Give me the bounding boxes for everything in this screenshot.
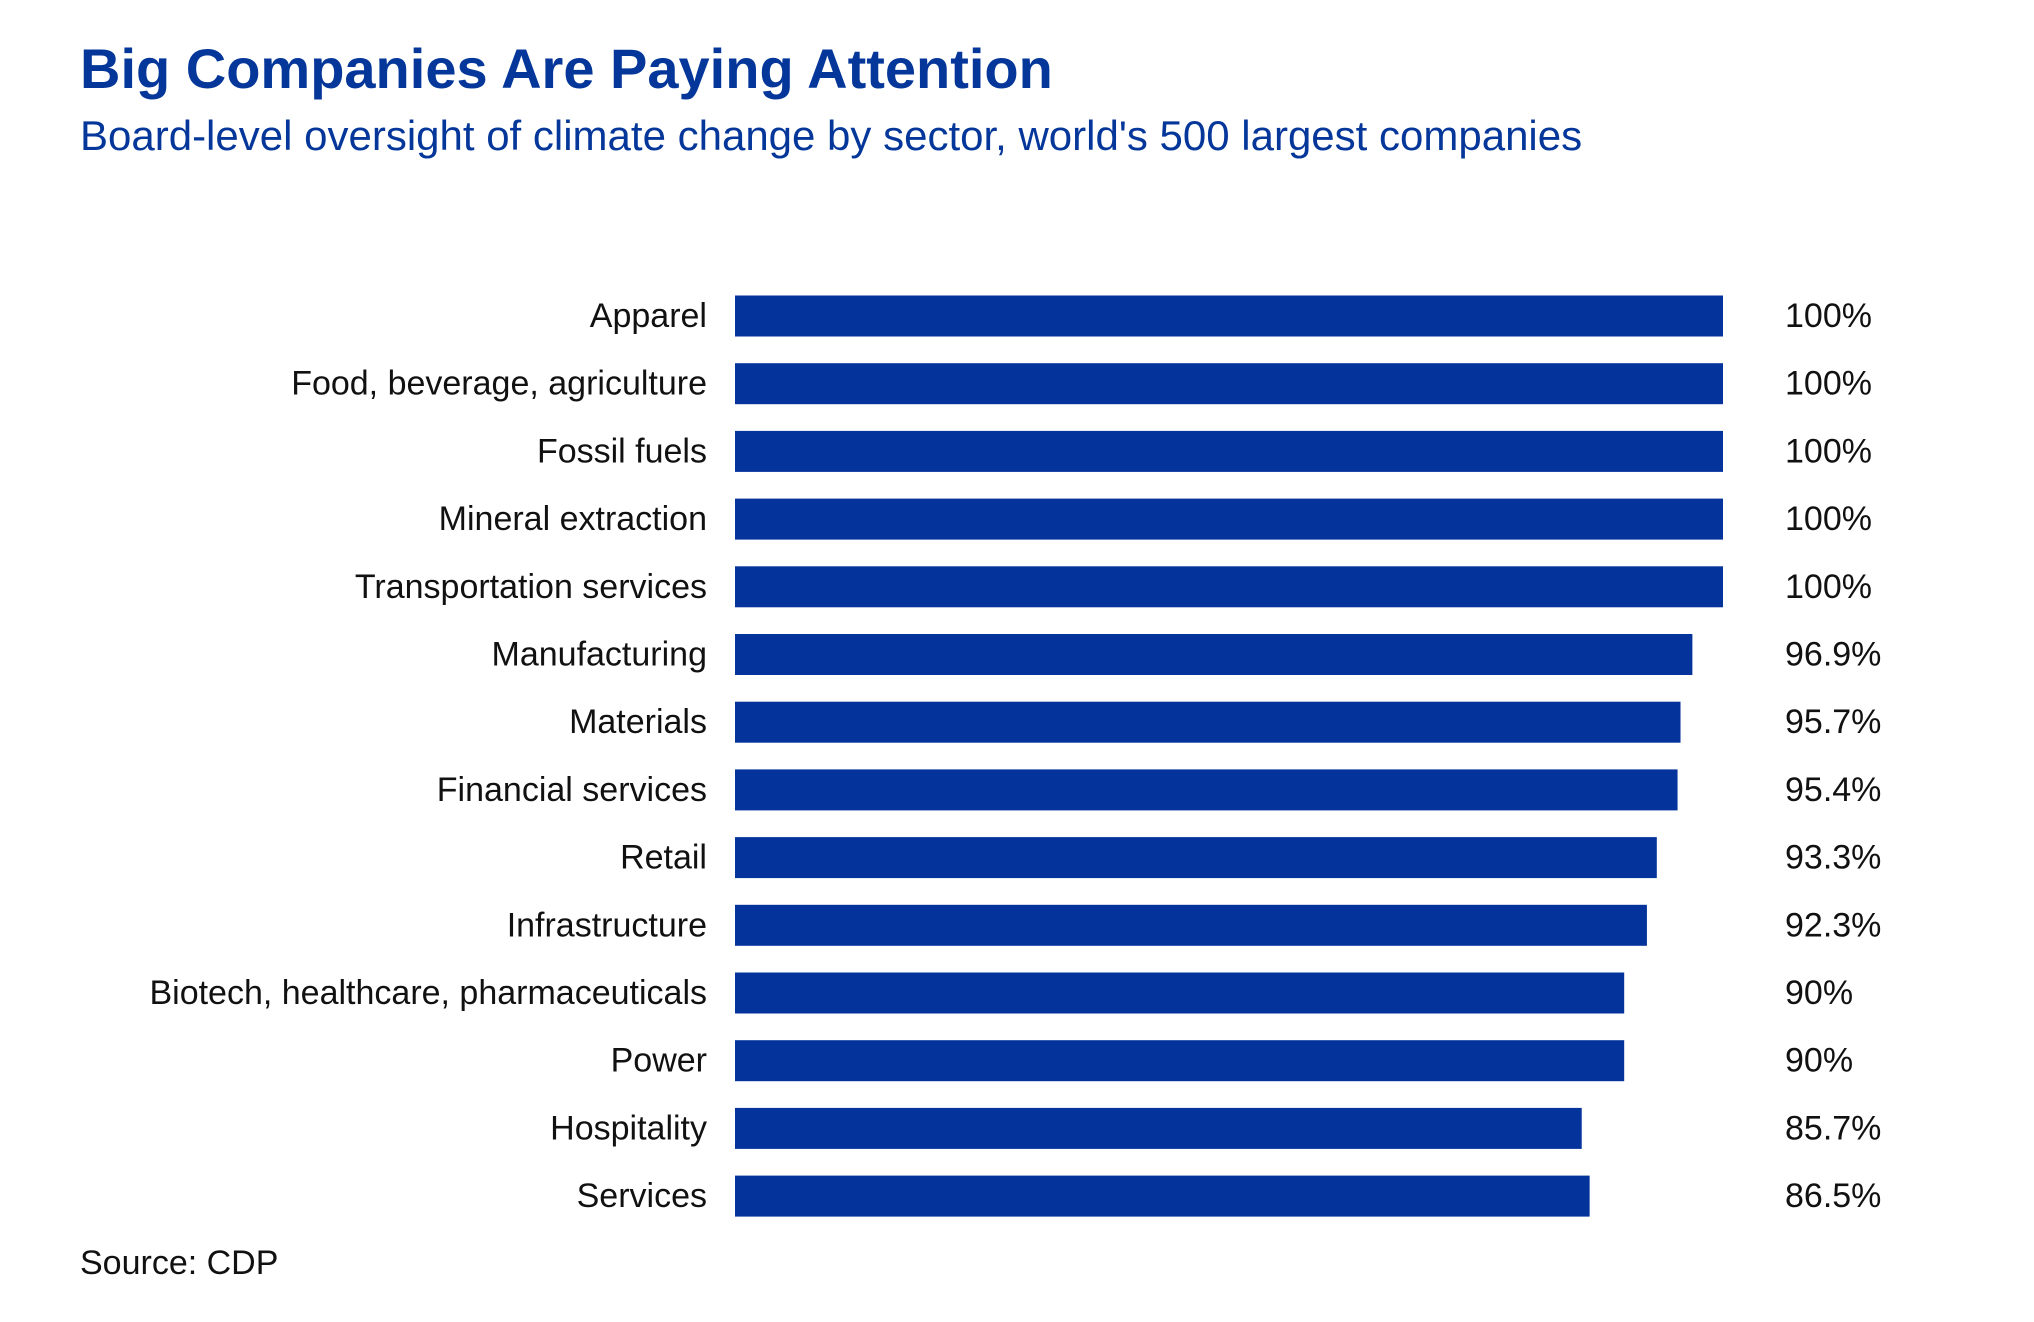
value-label: 100% — [1785, 432, 1872, 470]
chart-title: Big Companies Are Paying Attention — [80, 37, 1053, 100]
bar — [735, 837, 1657, 879]
bar — [735, 295, 1723, 337]
category-label: Food, beverage, agriculture — [291, 365, 707, 403]
value-label: 93.3% — [1785, 839, 1881, 877]
category-label: Power — [611, 1042, 707, 1080]
value-label: 95.7% — [1785, 703, 1881, 741]
category-label: Retail — [620, 839, 707, 877]
bar — [735, 498, 1723, 540]
value-label: 95.4% — [1785, 771, 1881, 809]
category-label: Biotech, healthcare, pharmaceuticals — [149, 974, 707, 1012]
category-label: Financial services — [437, 771, 707, 809]
value-label: 92.3% — [1785, 906, 1881, 944]
bar-chart: Apparel 100% Food, beverage, agriculture 10… — [0, 280, 2034, 1220]
bar — [735, 972, 1625, 1014]
chart-source: Source: CDP — [80, 1244, 279, 1282]
category-label: Hospitality — [550, 1109, 707, 1147]
category-label: Fossil fuels — [537, 432, 707, 470]
value-label: 100% — [1785, 500, 1872, 538]
value-label: 90% — [1785, 1042, 1853, 1080]
bar — [735, 1175, 1590, 1217]
category-label: Infrastructure — [507, 906, 707, 944]
bar — [735, 769, 1678, 811]
category-label: Mineral extraction — [439, 500, 707, 538]
bar — [735, 634, 1693, 675]
bar — [735, 701, 1681, 743]
value-label: 85.7% — [1785, 1109, 1881, 1147]
value-label: 100% — [1785, 365, 1872, 403]
category-label: Services — [577, 1177, 707, 1215]
bar — [735, 566, 1723, 608]
value-label: 96.9% — [1785, 636, 1881, 674]
bar — [735, 1040, 1625, 1082]
value-label: 100% — [1785, 568, 1872, 606]
category-label: Materials — [569, 703, 707, 741]
chart-subtitle: Board-level oversight of climate change … — [80, 112, 1583, 159]
category-label: Transportation services — [355, 568, 707, 606]
bar — [735, 1107, 1582, 1149]
bar-chart-svg: Apparel 100% Food, beverage, agriculture 10… — [149, 295, 1881, 1217]
category-label: Apparel — [590, 297, 707, 335]
category-label: Manufacturing — [492, 636, 707, 674]
bar — [735, 363, 1723, 405]
value-label: 90% — [1785, 974, 1853, 1012]
value-label: 100% — [1785, 297, 1872, 335]
bar — [735, 430, 1723, 472]
value-label: 86.5% — [1785, 1177, 1881, 1215]
bar — [735, 904, 1647, 946]
